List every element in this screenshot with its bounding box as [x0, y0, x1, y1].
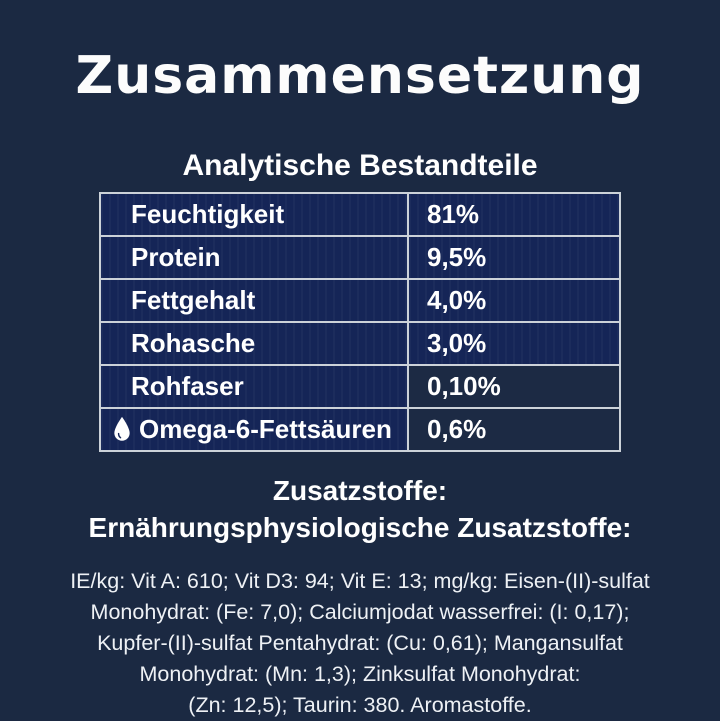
page-title: Zusammensetzung: [75, 46, 645, 106]
row-label: Rohasche: [101, 323, 409, 364]
droplet-icon: [114, 416, 130, 441]
row-value: 9,5%: [409, 237, 619, 278]
row-label: Rohfaser: [101, 366, 409, 407]
table-row: Fettgehalt 4,0%: [101, 280, 619, 323]
row-value: 4,0%: [409, 280, 619, 321]
row-label: Omega-6-Fettsäuren: [101, 409, 409, 450]
row-value: 0,6%: [409, 409, 619, 450]
row-label: Protein: [101, 237, 409, 278]
additives-heading-line2: Ernährungsphysiologische Zusatzstoffe:: [88, 512, 632, 543]
analytical-table: Feuchtigkeit 81% Protein 9,5% Fettgehalt…: [99, 192, 621, 452]
analytical-heading: Analytische Bestandteile: [182, 149, 538, 182]
row-value: 0,10%: [409, 366, 619, 407]
table-row: Feuchtigkeit 81%: [101, 194, 619, 237]
row-label: Fettgehalt: [101, 280, 409, 321]
additives-heading: Zusatzstoffe: Ernährungsphysiologische Z…: [0, 472, 720, 546]
row-value: 3,0%: [409, 323, 619, 364]
row-label-text: Omega-6-Fettsäuren: [139, 414, 392, 444]
table-row: Omega-6-Fettsäuren 0,6%: [101, 409, 619, 450]
table-row: Rohfaser 0,10%: [101, 366, 619, 409]
table-row: Rohasche 3,0%: [101, 323, 619, 366]
row-value: 81%: [409, 194, 619, 235]
row-label: Feuchtigkeit: [101, 194, 409, 235]
table-row: Protein 9,5%: [101, 237, 619, 280]
additives-heading-line1: Zusatzstoffe:: [272, 475, 448, 506]
additives-body-text: IE/kg: Vit A: 610; Vit D3: 94; Vit E: 13…: [70, 569, 650, 717]
